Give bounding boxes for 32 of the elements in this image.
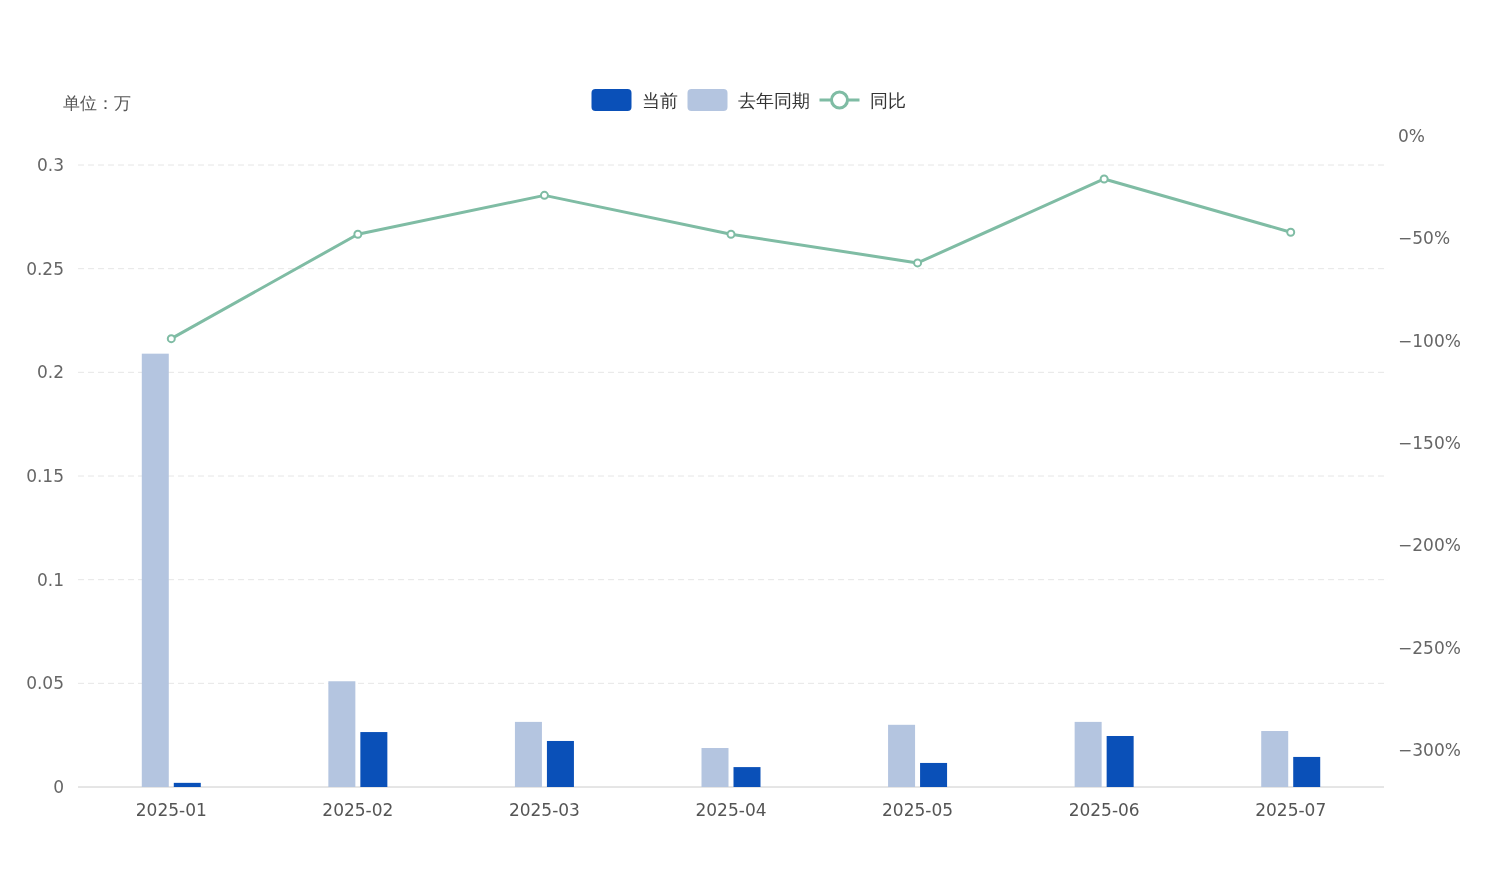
y2-tick-label: −250% bbox=[1398, 637, 1461, 658]
y2-tick-label: −200% bbox=[1398, 535, 1461, 556]
y2-tick-label: −150% bbox=[1398, 433, 1461, 454]
y-tick-label: 0.1 bbox=[36, 569, 64, 590]
x-tick-label: 2025-03 bbox=[508, 800, 580, 820]
y-tick-label: 0.2 bbox=[36, 362, 64, 383]
x-tick-label: 2025-04 bbox=[695, 800, 767, 820]
y2-tick-label: −50% bbox=[1398, 228, 1451, 249]
y2-tick-label: −300% bbox=[1398, 740, 1461, 761]
point bbox=[726, 229, 736, 239]
y-tick-label: 0 bbox=[53, 777, 64, 797]
point bbox=[1099, 174, 1109, 184]
y-axis-title: 单位：万 bbox=[63, 93, 131, 113]
point bbox=[1286, 227, 1296, 237]
y-tick-label: 0.25 bbox=[26, 258, 64, 279]
x-tick-label: 2025-05 bbox=[882, 800, 954, 820]
point bbox=[353, 229, 363, 239]
legend-label: 当前 bbox=[641, 90, 678, 111]
legend-label: 去年同期 bbox=[737, 90, 810, 111]
legend-label: 同比 bbox=[869, 90, 906, 111]
x-tick-label: 2025-06 bbox=[1068, 800, 1140, 820]
point bbox=[166, 334, 176, 344]
y2-tick-label: 0% bbox=[1398, 126, 1425, 146]
y-tick-label: 0.05 bbox=[26, 673, 64, 694]
point bbox=[539, 190, 549, 200]
y-tick-label: 0.3 bbox=[36, 155, 64, 175]
y-tick-label: 0.15 bbox=[26, 466, 64, 486]
point bbox=[913, 258, 923, 268]
x-tick-label: 2025-07 bbox=[1255, 800, 1327, 820]
x-tick-label: 2025-02 bbox=[322, 800, 394, 820]
y2-tick-label: −100% bbox=[1398, 330, 1461, 351]
x-tick-label: 2025-01 bbox=[135, 800, 207, 820]
